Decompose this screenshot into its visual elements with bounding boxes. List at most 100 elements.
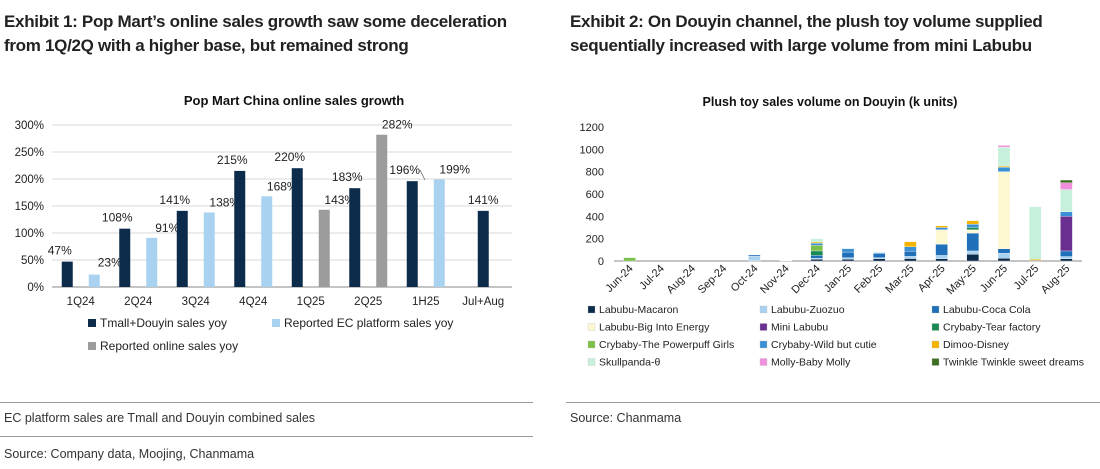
bar-Dec-24-Labubu-Zuozuo (810, 258, 823, 260)
bar-Apr-25-Labubu-Zuozuo (935, 255, 948, 259)
data-label: 108% (102, 211, 133, 225)
legend-label: Crybaby-Tear factory (943, 322, 1041, 334)
x-tick-label: Jan-25 (822, 263, 854, 295)
bar-Aug-25-Labubu-Coca Cola (1060, 250, 1073, 257)
leader-line (419, 169, 426, 181)
legend-swatch (587, 305, 596, 314)
bar-1H25-Tmall+Douyin sales yoy (406, 181, 418, 287)
x-tick-label: 2Q25 (354, 296, 382, 308)
x-tick-label: 1Q25 (297, 296, 325, 308)
bar-Jun-25-Skullpanda-θ (997, 146, 1011, 167)
y-tick-label: 600 (586, 189, 604, 201)
bar-May-25-Labubu-Macaron (966, 254, 979, 262)
bar-1Q25-Tmall+Douyin sales yoy (291, 168, 303, 287)
legend-label: Reported online sales yoy (100, 339, 238, 353)
bar-Apr-25-Labubu-Coca Cola (935, 244, 948, 256)
bar-Mar-25-Dimoo-Disney (904, 241, 917, 247)
x-tick-label: 1H25 (412, 296, 440, 308)
exhibit-2-source: Source: Chanmama (570, 411, 682, 425)
bar-Jun-25-Labubu-Macaron (997, 258, 1011, 262)
y-tick-label: 800 (586, 167, 604, 179)
exhibit-1-source: Source: Company data, Moojing, Chanmama (4, 447, 255, 461)
bar-Dec-24-Labubu-Coca Cola (810, 255, 823, 259)
bar-1Q24-Tmall+Douyin sales yoy (61, 261, 73, 287)
bar-Aug-25-Skullpanda-θ (1060, 189, 1073, 213)
y-tick-label: 1000 (580, 144, 604, 156)
x-tick-label: Sep-24 (696, 263, 730, 297)
legend-label: Molly-Baby Molly (771, 357, 851, 369)
online-sales-growth-chart: Pop Mart China online sales growth 0% 50% 1… (15, 93, 512, 353)
legend-swatch (272, 319, 280, 327)
bar-Feb-25-Labubu-Macaron (873, 258, 886, 262)
bar-Feb-25-Labubu-Coca Cola (873, 253, 886, 258)
y-tick-label: 200% (15, 174, 44, 186)
bar-Mar-25-Crybaby-Wild but cutie (904, 246, 917, 252)
bar-Aug-25-Labubu-Macaron (1060, 258, 1073, 262)
bar-Apr-25-Labubu-Macaron (935, 258, 948, 262)
x-tick-label: Apr-25 (916, 263, 948, 295)
y-tick-label: 300% (15, 120, 44, 132)
data-label: 282% (382, 118, 413, 132)
y-tick-label: 1200 (580, 122, 604, 134)
bar-Jan-25-Crybaby-Wild but cutie (841, 248, 855, 253)
bar-Jul-25-Skullpanda-θ (1029, 206, 1042, 260)
legend-swatch (759, 358, 768, 366)
legend-swatch (759, 323, 768, 331)
y-tick-label: 100% (15, 228, 44, 240)
bar-Aug-25-Mini Labubu (1060, 216, 1073, 252)
bar-Mar-25-Labubu-Macaron (904, 258, 917, 262)
bar-Dec-24-Crybaby-Tear factory (810, 250, 823, 256)
bar-1H25-Reported EC platform sales yoy (433, 179, 445, 287)
legend-swatch (931, 305, 940, 314)
bar-Dec-24-Skullpanda-θ (810, 238, 823, 243)
x-tick-label: Aug-25 (1039, 263, 1073, 297)
y-tick-label: 400 (586, 211, 604, 223)
legend-swatch (759, 340, 768, 349)
bar-Jan-25-Labubu-Coca Cola (841, 251, 855, 258)
bar-Jun-25-Labubu-Coca Cola (997, 248, 1011, 254)
x-tick-label: 3Q24 (182, 296, 211, 308)
y-tick-label: 50% (21, 255, 44, 267)
exhibit-2-divider (566, 402, 1100, 403)
x-tick-label: 4Q24 (239, 296, 268, 308)
bar-2Q25-Tmall+Douyin sales yoy (349, 188, 361, 287)
legend-label: Labubu-Zuozuo (771, 304, 845, 316)
x-tick-label: Feb-25 (852, 263, 885, 296)
x-tick-label: Aug-24 (665, 263, 699, 297)
bar-Jun-25-Dimoo-Disney (997, 165, 1011, 168)
bar-Jan-25-Labubu-Zuozuo (841, 257, 855, 260)
data-label: 138% (209, 195, 240, 209)
bar-2Q25-Reported online sales yoy (376, 134, 388, 287)
x-tick-label: Jun-25 (978, 263, 1010, 295)
bar-May-25-Labubu-Big Into Energy (966, 229, 979, 234)
bar-4Q24-Reported EC platform sales yoy (261, 196, 273, 287)
legend-label: Labubu-Big Into Energy (599, 322, 710, 334)
legend-swatch (88, 319, 96, 327)
data-label: 23% (98, 256, 122, 270)
x-tick-label: Nov-24 (758, 263, 792, 297)
y-tick-label: 150% (15, 201, 44, 213)
x-tick-label: Mar-25 (883, 263, 916, 296)
bar-Jun-25-Crybaby-Wild but cutie (997, 167, 1011, 172)
y-tick-label: 200 (586, 234, 604, 246)
bar-May-25-Dimoo-Disney (966, 220, 979, 225)
legend-label: Dimoo-Disney (943, 339, 1010, 351)
bar-Aug-25-Molly-Baby Molly (1060, 182, 1073, 190)
legend-label: Labubu-Coca Cola (943, 304, 1031, 316)
data-label: 196% (389, 163, 420, 177)
bar-1Q25-Reported online sales yoy (318, 209, 330, 287)
bar-Jul+Aug-Tmall+Douyin sales yoy (477, 210, 489, 287)
x-tick-label: Jun-24 (603, 263, 635, 295)
x-tick-label: Dec-24 (789, 263, 823, 297)
legend-swatch (931, 323, 940, 331)
exhibit-1-divider (0, 402, 533, 403)
y-tick-label: 0 (598, 256, 604, 268)
bar-Aug-25-Labubu-Zuozuo (1060, 256, 1073, 259)
bar-2Q24-Tmall+Douyin sales yoy (119, 228, 131, 287)
bar-Dec-24-Crybaby-Wild but cutie (810, 242, 823, 246)
data-label: 47% (48, 244, 72, 258)
bar-Jul-25-Dimoo-Disney (1029, 259, 1042, 261)
bar-Aug-25-Crybaby-Wild but cutie (1060, 211, 1073, 217)
data-label: 143% (324, 193, 355, 207)
legend-swatch (931, 358, 940, 366)
